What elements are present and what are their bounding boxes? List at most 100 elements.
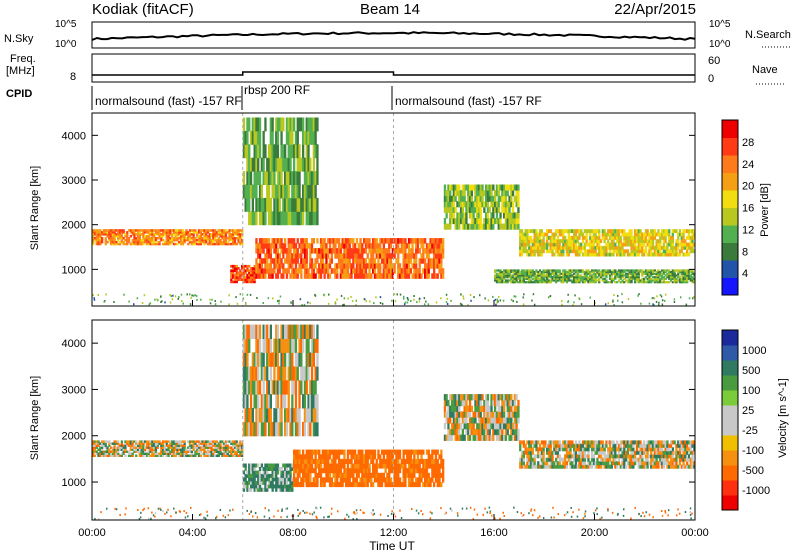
data-cell [350,296,352,298]
data-cell [246,131,248,145]
data-cell [510,196,512,202]
data-cell [403,298,405,300]
data-cell [383,243,385,249]
data-cell [379,268,381,274]
data-cell [316,238,318,244]
data-cell [187,293,189,295]
data-cell [175,295,177,297]
velocity-heatmap [92,320,696,520]
data-cell [517,196,519,202]
cpid-segment-2: rbsp 200 RF [244,83,310,97]
data-cell [277,248,279,254]
data-cell [573,301,575,303]
data-cell [288,380,290,394]
data-cell [534,304,536,306]
data-cell [523,296,525,298]
data-cell [344,297,346,299]
data-cell [517,185,519,191]
data-cell [277,352,279,366]
data-cell [277,273,279,279]
data-cell [440,258,442,264]
freq-label: Freq. [10,53,36,65]
data-cell [680,296,682,298]
data-cell [293,238,295,244]
data-cell [417,454,419,459]
data-cell [149,303,151,305]
data-cell [196,295,198,297]
data-cell [413,454,415,459]
data-cell [268,297,270,299]
data-cell [113,301,115,303]
data-cell [329,243,331,249]
data-cell [516,301,518,303]
data-cell [440,482,442,487]
data-cell [307,268,309,274]
data-cell [517,224,519,230]
data-cell [453,201,455,207]
data-cell [123,294,125,296]
data-cell [399,450,401,455]
data-cell [273,366,275,380]
y-tick-label: 3000 [62,175,86,187]
data-cell [302,482,304,487]
data-cell [495,304,497,306]
data-cell [316,211,318,225]
data-cell [211,299,213,301]
data-cell [399,477,401,482]
data-cell [190,303,192,305]
data-cell [380,302,382,304]
data-cell [447,303,449,305]
data-cell [390,477,392,482]
data-cell [664,300,666,302]
data-cell [257,422,259,436]
power-ylabel: Slant Range [km] [29,166,41,250]
data-cell [311,243,313,249]
data-cell [347,464,349,469]
data-cell [523,293,525,295]
data-cell [433,268,435,274]
data-cell [259,131,261,145]
data-cell [248,144,250,158]
data-cell [365,258,367,264]
data-cell [124,455,126,458]
data-cell [261,263,263,269]
data-cell [499,218,501,224]
data-cell [460,303,462,305]
data-cell [424,303,426,305]
data-cell [288,185,290,199]
data-cell [419,482,421,487]
data-cell [361,450,363,455]
data-cell [279,300,281,302]
data-cell [513,300,515,302]
data-cell [453,212,455,218]
data-cell [264,144,266,158]
data-cell [567,301,569,303]
data-cell [470,300,472,302]
data-cell [268,477,270,481]
data-cell [436,302,438,304]
data-cell [248,198,250,212]
data-cell [404,482,406,487]
data-cell [628,298,630,300]
data-cell [656,295,658,297]
data-cell [288,268,290,274]
data-cell [517,212,519,218]
data-cell [343,450,345,455]
data-cell [373,302,375,304]
data-cell [105,293,107,295]
data-cell [374,454,376,459]
data-cell [455,196,457,202]
data-cell [280,131,282,145]
data-cell [689,297,691,299]
data-cell [101,237,103,240]
data-cell [462,207,464,213]
data-cell [463,295,465,297]
data-cell [329,454,331,459]
data-cell [548,296,550,298]
data-cell [458,185,460,191]
data-cell [415,253,417,259]
data-cell [652,297,654,299]
data-cell [461,304,463,306]
data-cell [428,268,430,274]
data-cell [495,299,497,301]
